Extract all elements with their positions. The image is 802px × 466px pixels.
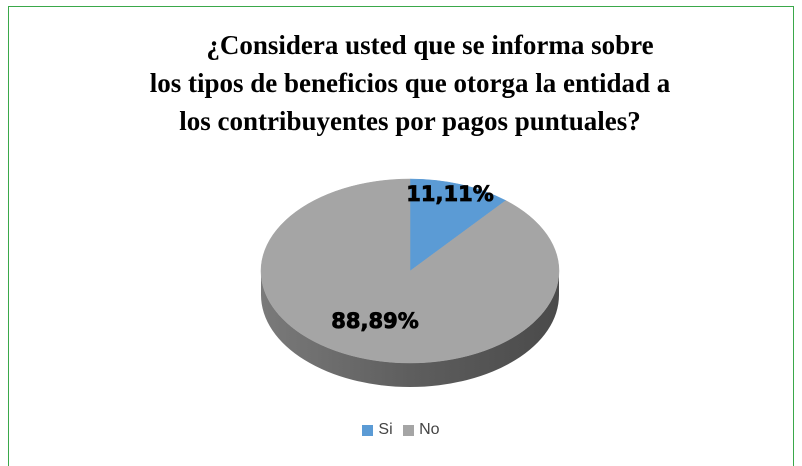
pie-slice-no <box>260 178 560 364</box>
pie-depth <box>261 271 559 387</box>
chart-title-line-3: los contribuyentes por pagos puntuales? <box>179 106 641 136</box>
data-label-si: 11,11% <box>406 182 493 206</box>
legend-label-si: Si <box>378 421 393 438</box>
chart-title-line-2: los tipos de beneficios que otorga la en… <box>149 68 671 98</box>
chart-title: ¿Considera usted que se informa sobre lo… <box>40 26 780 140</box>
chart-title-line-1: ¿Considera usted que se informa sobre <box>206 30 654 60</box>
chart-frame <box>8 6 794 466</box>
data-label-no: 88,89% <box>331 309 418 333</box>
legend-swatch-no <box>403 424 415 436</box>
chart-legend: Si No <box>0 421 802 441</box>
legend-label-no: No <box>419 421 440 438</box>
legend-item-no: No <box>403 421 440 439</box>
legend-swatch-si <box>362 424 374 436</box>
legend-item-si: Si <box>362 421 393 439</box>
pie-slice-si <box>409 178 507 272</box>
